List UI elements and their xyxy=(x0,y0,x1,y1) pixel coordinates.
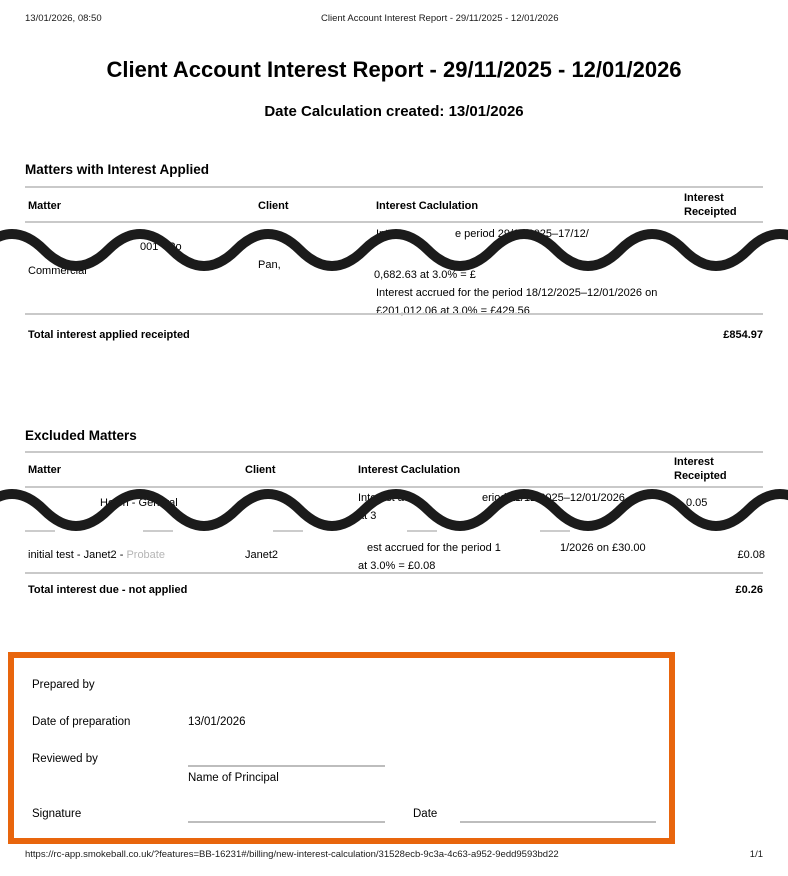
excluded-total-label: Total interest due - not applied xyxy=(28,584,188,596)
table-border-fragment xyxy=(273,530,303,532)
calc-fragment: e period 29/11/2025–17/12/ xyxy=(455,228,589,240)
column-header-interest-receipted: Interest Receipted xyxy=(674,456,727,482)
date-line xyxy=(460,821,656,823)
calc-fragment: Interes xyxy=(376,228,410,240)
table-border xyxy=(25,486,763,488)
matter-fragment: Commercial xyxy=(28,265,87,277)
table-border-fragment xyxy=(540,530,570,532)
print-header-datetime: 13/01/2026, 08:50 xyxy=(25,13,102,24)
date-of-preparation-value: 13/01/2026 xyxy=(188,716,246,728)
table-border xyxy=(25,221,763,223)
client-fragment: Pan, xyxy=(258,259,281,271)
signature-line xyxy=(188,821,385,823)
column-header-interest-calculation: Interest Caclulation xyxy=(358,464,461,476)
matter-fragment: 001 - Po xyxy=(140,241,182,253)
client-cell: Janet2 xyxy=(245,549,279,561)
calc-line: Interest accrued for the period 18/12/20… xyxy=(376,287,658,299)
print-footer-url: https://rc-app.smokeball.co.uk/?features… xyxy=(25,849,559,860)
calc-fragment: eriod 11/12/2025–12/01/2026 xyxy=(482,492,625,504)
applied-total-value: £854.97 xyxy=(723,329,763,341)
matter-fragment: Helen - General xyxy=(100,497,178,509)
calc-fragment: 0,682.63 at 3.0% = £ xyxy=(374,269,476,281)
reviewed-by-line xyxy=(188,765,385,767)
applied-total-label: Total interest applied receipted xyxy=(28,329,190,341)
column-header-client: Client xyxy=(258,200,289,212)
receipted-fragment: 0.05 xyxy=(686,497,708,509)
calc-fragment: est accrued for the period 1 xyxy=(367,542,501,554)
print-header-title: Client Account Interest Report - 29/11/2… xyxy=(321,13,559,24)
calc-fragment: Interest acc xyxy=(358,492,415,504)
excluded-section-heading: Excluded Matters xyxy=(25,428,137,443)
date-label: Date xyxy=(413,808,438,820)
column-header-matter: Matter xyxy=(28,464,62,476)
calc-line: at 3.0% = £0.08 xyxy=(358,560,436,572)
date-of-preparation-label: Date of preparation xyxy=(32,716,131,728)
table-border-fragment xyxy=(25,530,55,532)
table-border xyxy=(25,572,763,574)
table-border xyxy=(25,451,763,453)
calc-line: £201,012.06 at 3.0% = £429.56 xyxy=(376,305,530,317)
page-subtitle: Date Calculation created: 13/01/2026 xyxy=(264,103,524,120)
signoff-highlight-box xyxy=(8,652,675,844)
column-header-client: Client xyxy=(245,464,276,476)
principal-hint-label: Name of Principal xyxy=(188,772,279,784)
prepared-by-label: Prepared by xyxy=(32,679,95,691)
table-border xyxy=(25,313,763,315)
receipted-cell: £0.08 xyxy=(737,549,765,561)
matter-cell: initial test - Janet2 - Probate xyxy=(28,548,165,562)
reviewed-by-label: Reviewed by xyxy=(32,753,98,765)
column-header-interest-calculation: Interest Caclulation xyxy=(376,200,479,212)
page-title: Client Account Interest Report - 29/11/2… xyxy=(106,57,682,82)
calc-fragment: 1/2026 on £30.00 xyxy=(560,542,646,554)
table-border-fragment xyxy=(143,530,173,532)
matter-text: initial test - Janet2 - xyxy=(28,549,127,561)
table-border-fragment xyxy=(407,530,437,532)
signature-label: Signature xyxy=(32,808,82,820)
calc-fragment: at 3 xyxy=(358,510,377,522)
column-header-matter: Matter xyxy=(28,200,62,212)
applied-section-heading: Matters with Interest Applied xyxy=(25,162,210,177)
matter-text-faded: Probate xyxy=(126,549,165,561)
column-header-interest-receipted: Interest Receipted xyxy=(684,192,737,218)
table-border xyxy=(25,186,763,188)
print-footer-page-number: 1/1 xyxy=(749,849,763,860)
excluded-total-value: £0.26 xyxy=(735,584,763,596)
